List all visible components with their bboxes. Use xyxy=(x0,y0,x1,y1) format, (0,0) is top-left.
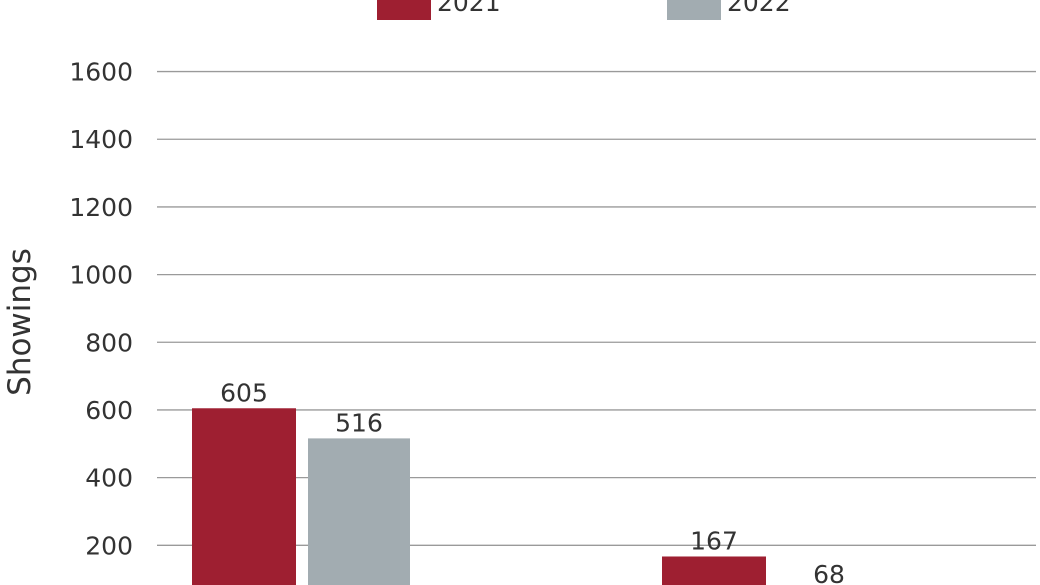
legend-swatch-2021 xyxy=(377,0,431,20)
gridlines xyxy=(157,70,1036,546)
bar-2021 xyxy=(662,556,766,585)
legend-swatch-2022 xyxy=(667,0,721,20)
data-label: 605 xyxy=(220,378,268,407)
y-tick-label: 600 xyxy=(85,396,133,425)
legend-label: 2022 xyxy=(727,0,791,17)
data-label: 516 xyxy=(335,408,383,437)
y-axis-title: Showings xyxy=(2,248,38,396)
data-labels: 605 167 516 68 xyxy=(220,378,845,585)
y-tick-label: 1200 xyxy=(69,193,133,222)
y-tick-label: 400 xyxy=(85,464,133,493)
y-tick-label: 1600 xyxy=(69,58,133,87)
y-tick-label: 800 xyxy=(85,328,133,357)
y-tick-label: 1400 xyxy=(69,125,133,154)
legend: 2021 2022 xyxy=(377,0,791,20)
legend-label: 2021 xyxy=(437,0,501,17)
bars xyxy=(192,408,766,585)
y-tick-labels: 200 400 600 800 1000 1200 1400 1600 xyxy=(69,58,133,561)
bar-2021 xyxy=(192,408,296,585)
bar-2022 xyxy=(308,438,410,585)
data-label: 167 xyxy=(690,526,738,555)
data-label: 68 xyxy=(813,560,845,585)
y-tick-label: 1000 xyxy=(69,261,133,290)
y-tick-label: 200 xyxy=(85,531,133,560)
